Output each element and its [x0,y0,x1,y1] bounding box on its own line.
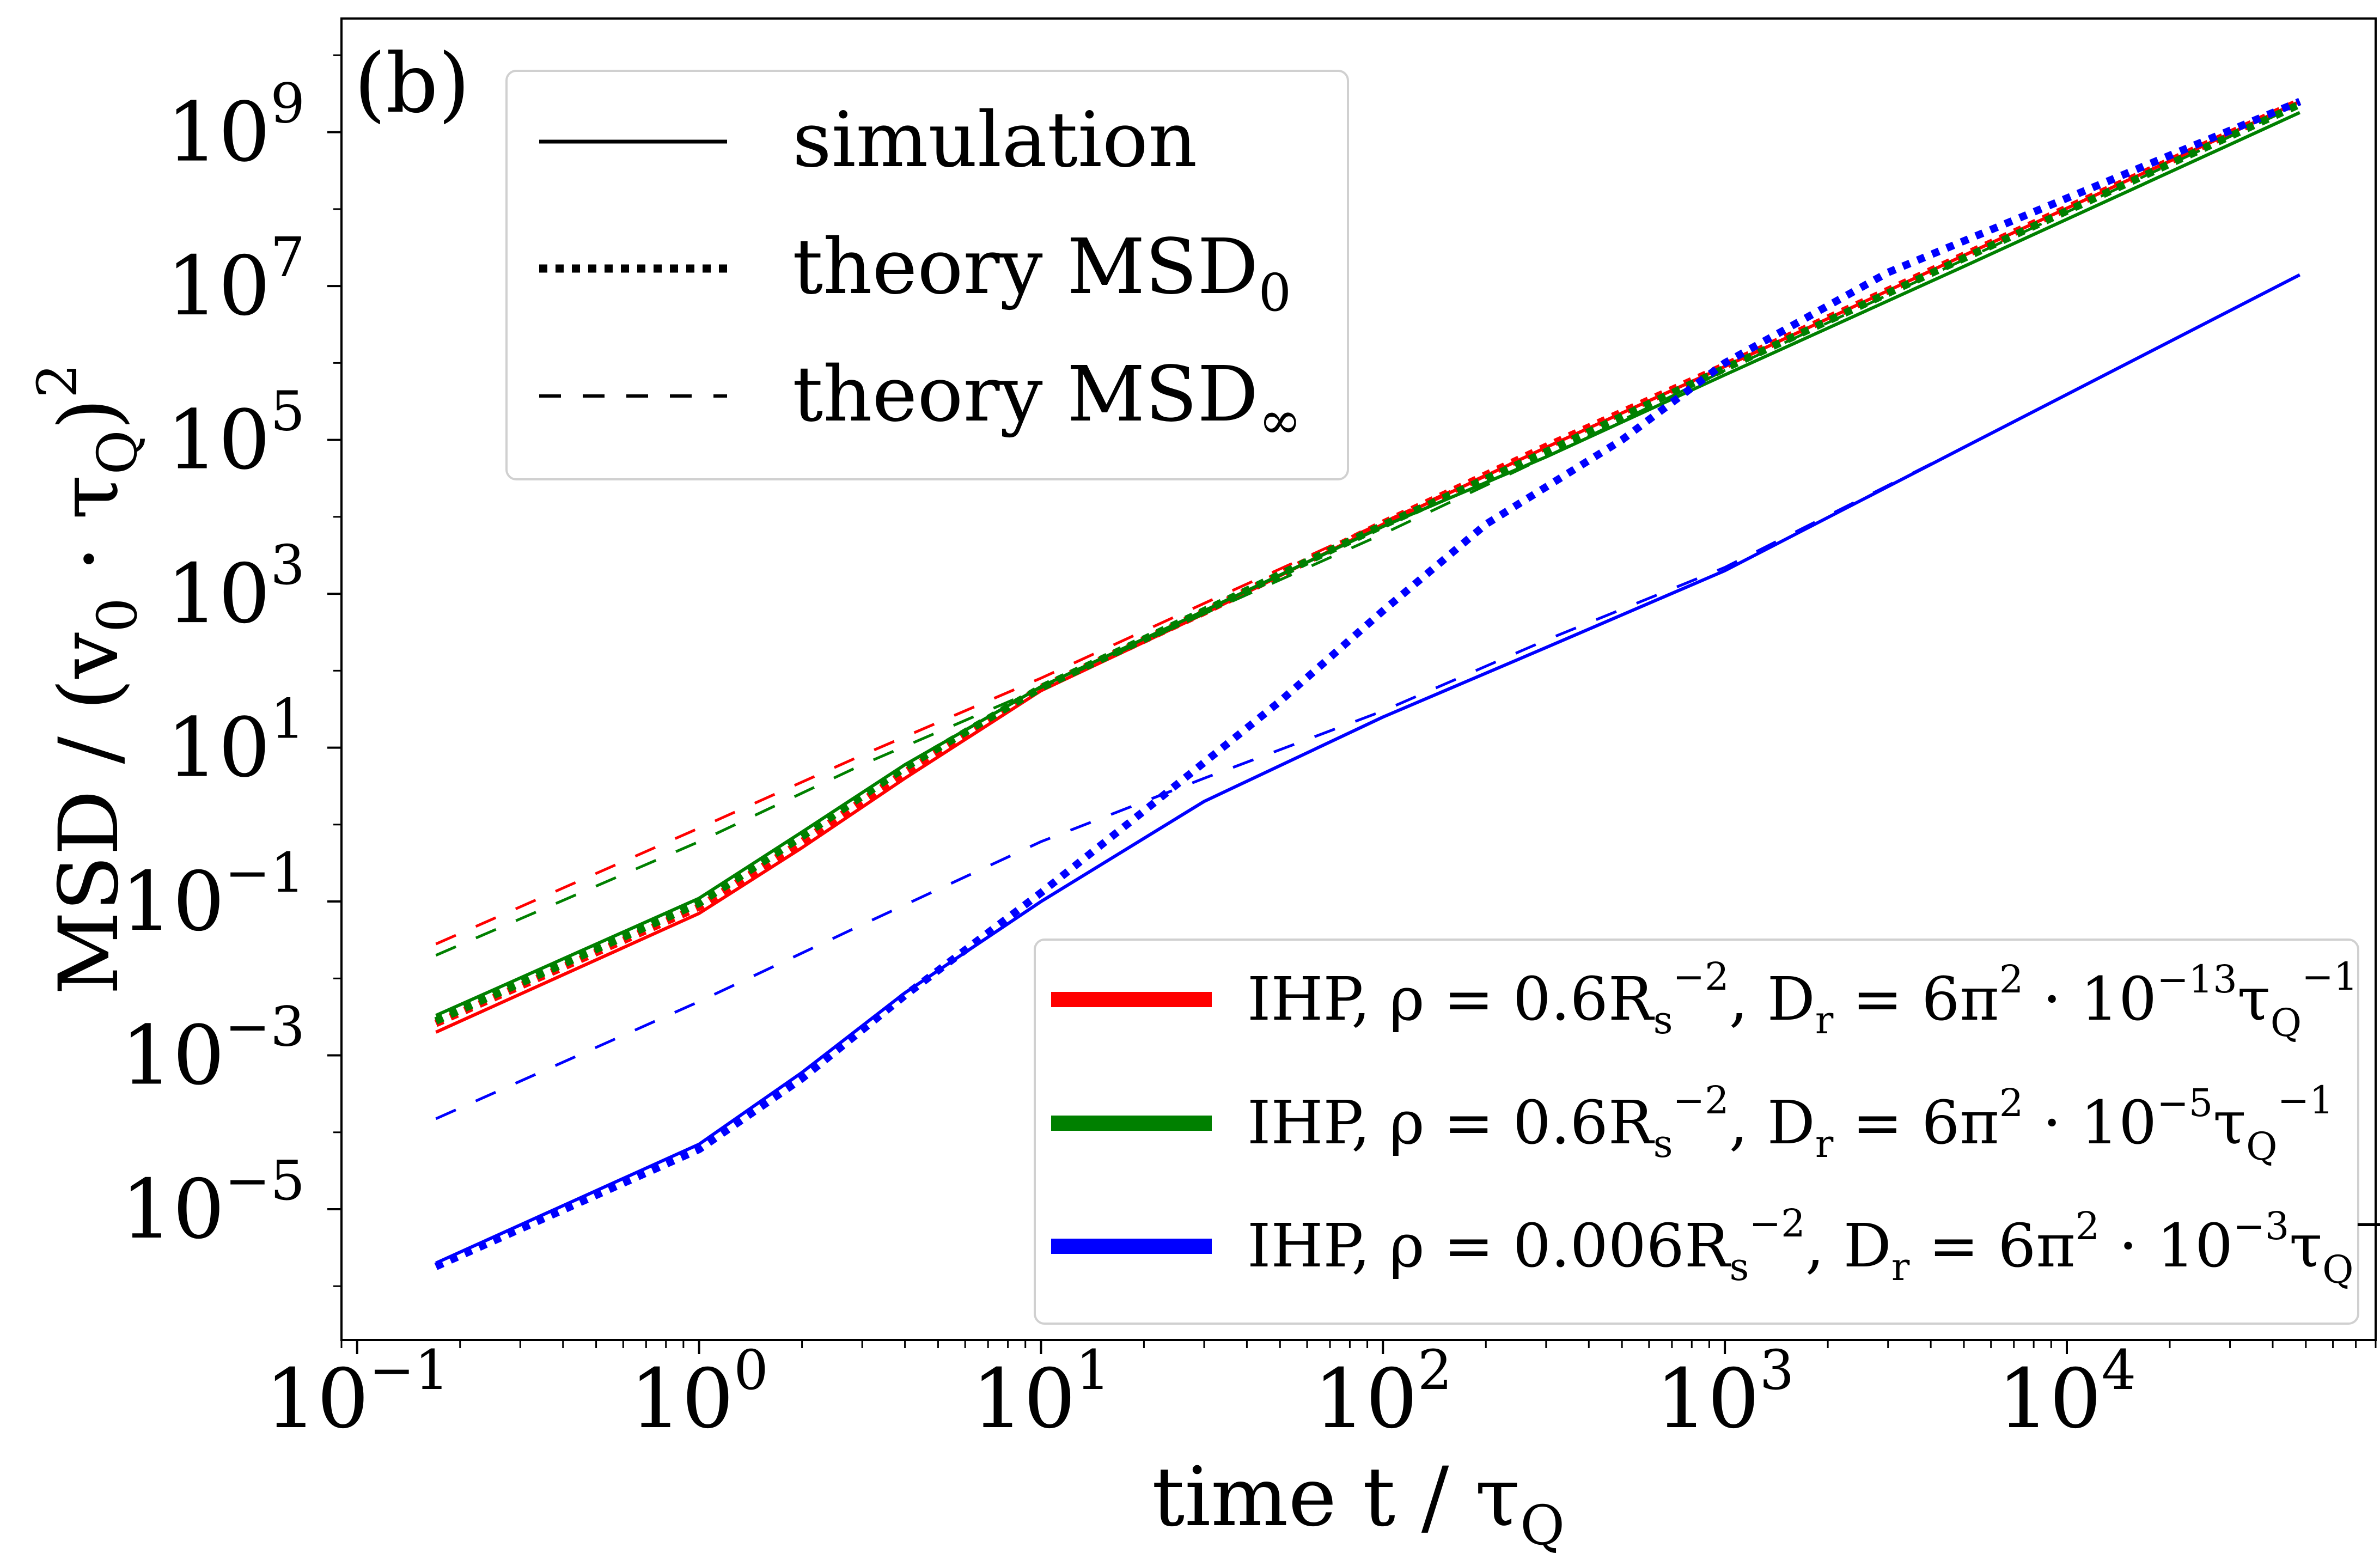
x-tick-label: 101 [972,1338,1110,1447]
style-legend-box [505,70,1349,480]
series-line-blue-theory-msd0 [434,98,2302,1270]
color-legend: IHP, ρ = 0.6Rs−2, Dr = 6π2 · 10−13τQ−1 I… [1034,939,2380,1325]
series-line-blue-simulation [435,273,2301,1265]
legend-simulation-label: simulation [792,96,1197,185]
y-tick-label: 10−1 [121,841,305,949]
y-tick-label: 105 [167,380,306,488]
style-legend: simulation theory MSD0 theory MSD∞ [505,70,1349,480]
y-tick-label: 10−5 [121,1149,305,1257]
legend-theory-msdinf-label: theory MSD∞ [792,350,1302,450]
y-tick-label: 107 [167,226,306,334]
legend-blue-label: IHP, ρ = 0.006Rs−2, Dr = 6π2 · 10−3τQ−1 [1247,1201,2380,1292]
y-tick-label: 10−3 [121,995,305,1104]
x-tick-label: 10−1 [265,1338,449,1447]
color-legend-box [1034,939,2359,1325]
legend-theory-msd0-label: theory MSD0 [792,223,1291,323]
series-layer [434,98,2302,1270]
y-tick-label: 101 [167,687,306,796]
x-tick-label: 102 [1314,1338,1453,1447]
series-line-green-theory-msd0 [434,101,2302,1025]
x-axis-label: time t / τQ [1152,1450,1565,1557]
y-tick-label: 103 [167,533,306,642]
x-tick-label: 104 [1998,1338,2137,1447]
plot-frame [340,17,2377,1341]
panel-label: (b) [354,36,470,131]
series-line-blue-theory-msdinf [435,273,2300,1120]
legend-red-label: IHP, ρ = 0.6Rs−2, Dr = 6π2 · 10−13τQ−1 [1247,954,2358,1045]
y-axis-label: MSD / (v0 · τQ)2 [26,363,149,995]
y-tick-label: 109 [167,72,306,180]
axis-ticks: 10−1 100 101 102 103 104 10−5 10−3 10−1 101 103 105… [121,54,2377,1447]
legend-green-label: IHP, ρ = 0.6Rs−2, Dr = 6π2 · 10−5τQ−1 [1247,1078,2334,1169]
x-tick-label: 103 [1656,1338,1795,1447]
x-tick-label: 100 [630,1338,768,1447]
